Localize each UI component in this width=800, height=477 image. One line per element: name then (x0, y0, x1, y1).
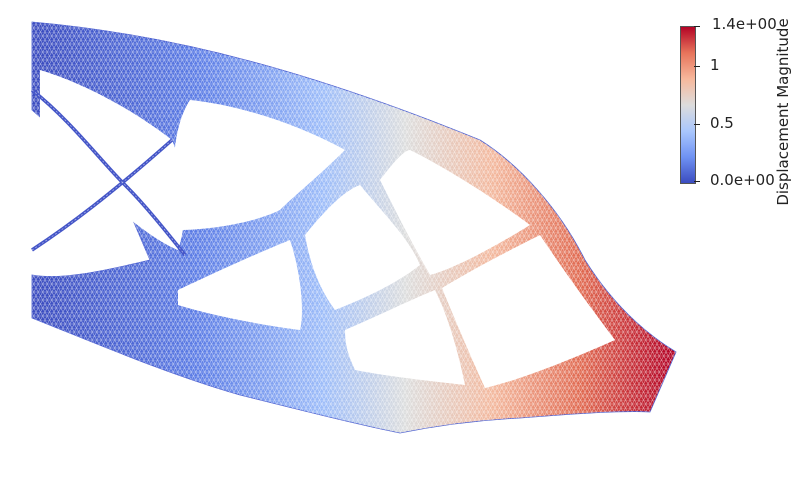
tick-mark (694, 66, 700, 67)
tick-mark (694, 181, 700, 182)
tick-label-0-5: 0.5 (710, 114, 734, 132)
beam-structure (31, 21, 677, 434)
tick-label-1: 1 (710, 56, 720, 74)
color-legend-bar (680, 26, 696, 184)
tick-label-max: 1.4e+00 (712, 15, 777, 33)
thin-cross-mesh (31, 89, 186, 256)
tick-mark (694, 26, 700, 27)
tick-label-min: 0.0e+00 (710, 171, 775, 189)
colorbar-title: Displacement Magnitude (774, 18, 792, 206)
tick-mark (694, 124, 700, 125)
